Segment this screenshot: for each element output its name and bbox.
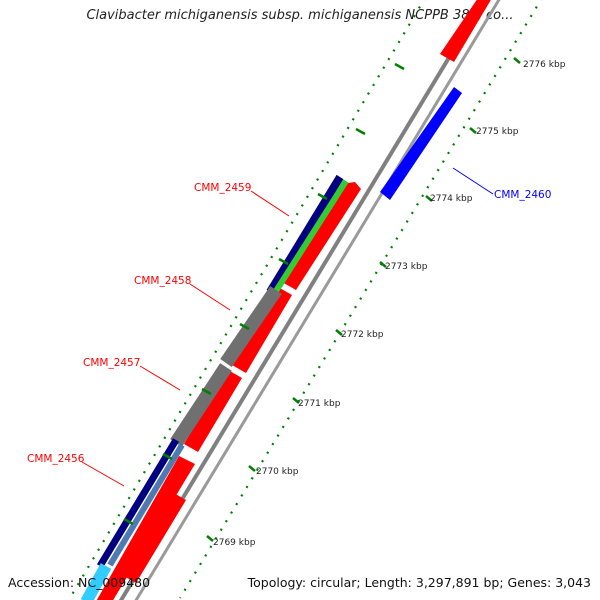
tick-label-2776: 2776 kbp — [523, 60, 566, 70]
gene-label-cmm-2458[interactable]: CMM_2458 — [134, 275, 191, 287]
cds-forward-cmm-2459[interactable] — [282, 182, 361, 290]
gene-labels: CMM_2456 CMM_2457 CMM_2458 CMM_2459 CMM_… — [27, 182, 551, 465]
gene-label-cmm-2457[interactable]: CMM_2457 — [83, 357, 140, 369]
gc-mark — [278, 257, 289, 266]
cds-forward-cmm-2456[interactable] — [122, 492, 186, 583]
gc-mark — [394, 62, 405, 71]
cog-band-gray-lower — [170, 363, 232, 447]
gc-mark — [162, 452, 173, 461]
gene-label-leaders — [81, 167, 494, 487]
tick-label-2770: 2770 kbp — [256, 467, 299, 477]
tick-label-2775: 2775 kbp — [476, 127, 519, 137]
tick-label-2769: 2769 kbp — [213, 538, 256, 548]
gene-label-cmm-2456[interactable]: CMM_2456 — [27, 453, 85, 465]
ruler-labels: 2769 kbp 2770 kbp 2771 kbp 2772 kbp 2773… — [213, 60, 566, 548]
gc-mark — [248, 465, 256, 472]
leader-cmm-2458 — [189, 283, 231, 311]
cds-forward-cmm-2458[interactable] — [232, 280, 292, 373]
gc-mark — [201, 387, 212, 396]
gc-mark — [425, 195, 433, 202]
accession-text: Accession: NC_009480 — [8, 575, 151, 590]
genome-summary-text: Topology: circular; Length: 3,297,891 bp… — [247, 575, 591, 590]
cog-band-navy-upper — [266, 174, 344, 295]
gene-label-cmm-2460[interactable]: CMM_2460 — [494, 189, 551, 201]
tick-label-2771: 2771 kbp — [298, 399, 341, 409]
gc-mark — [239, 322, 250, 331]
gc-mark — [206, 535, 214, 542]
cog-band-navy-lower — [97, 438, 179, 568]
cds-forward-top[interactable] — [440, 0, 492, 62]
gene-label-cmm-2459[interactable]: CMM_2459 — [194, 182, 251, 194]
gc-mark — [317, 192, 328, 201]
leader-cmm-2457 — [139, 365, 181, 391]
tick-label-2773: 2773 kbp — [385, 262, 428, 272]
leader-cmm-2460 — [452, 167, 494, 195]
backbone-inner — [134, 0, 501, 600]
cog-band-steel — [107, 443, 185, 567]
cog-band-green — [273, 179, 349, 293]
gc-mark — [469, 127, 477, 134]
gc-mark — [123, 517, 134, 526]
gc-mark — [292, 397, 300, 404]
leader-cmm-2456 — [81, 461, 125, 487]
cds-forward-cmm-2455[interactable] — [90, 456, 195, 600]
leader-cmm-2459 — [250, 190, 290, 217]
tick-label-2772: 2772 kbp — [341, 330, 384, 340]
gc-mark — [355, 127, 366, 136]
gc-mark — [513, 57, 521, 64]
cog-band-gray-upper — [220, 286, 282, 367]
gc-track — [69, 0, 543, 599]
cog-band-cyan — [80, 563, 112, 600]
gc-dots-outer — [69, 0, 426, 599]
map-title: Clavibacter michiganensis subsp. michiga… — [86, 8, 514, 23]
cog-track — [80, 174, 349, 600]
forward-cds-track — [90, 0, 492, 600]
gc-mark — [335, 329, 343, 336]
cds-forward-cmm-2457[interactable] — [184, 363, 242, 452]
cds-reverse-cmm-2460[interactable] — [380, 87, 462, 200]
tick-label-2774: 2774 kbp — [430, 194, 473, 204]
gc-mark — [379, 261, 387, 268]
gc-dots-inner — [179, 0, 543, 599]
